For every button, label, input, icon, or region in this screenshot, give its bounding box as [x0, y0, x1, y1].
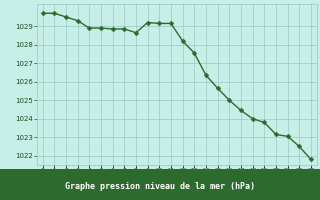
FancyBboxPatch shape — [0, 169, 320, 200]
Text: Graphe pression niveau de la mer (hPa): Graphe pression niveau de la mer (hPa) — [65, 182, 255, 191]
